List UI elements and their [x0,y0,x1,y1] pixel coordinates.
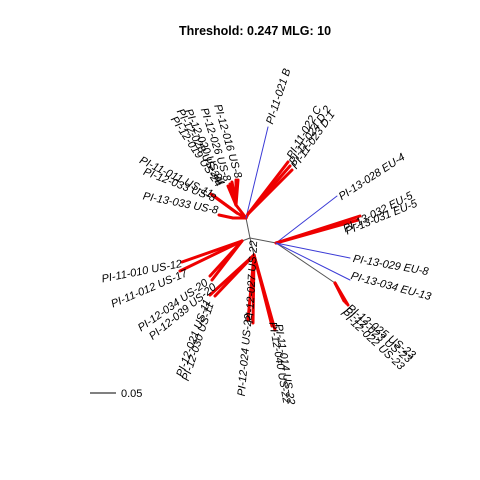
tip-branch [275,242,351,281]
tip-branch [217,213,235,220]
tip-branch [210,239,244,282]
tip-branch [333,281,346,303]
tip-branch [213,253,256,298]
tip-branch [275,242,351,259]
tip-label: PI-11-021 B [264,67,293,126]
tip-branch [213,195,239,215]
tip-branch [252,253,277,332]
internal-branch [275,242,336,284]
scale-bar-label: 0.05 [121,388,142,400]
tip-label: PI-12-024 US-22 [236,313,255,396]
tip-branch [275,195,338,244]
internal-branch [249,237,255,256]
internal-branch [245,217,251,239]
tip-labels: PI-11-021 BPI-11-022 CPI-11-024 D.2PI-11… [101,67,434,406]
tip-branch [226,184,238,207]
tree-branches [178,126,362,332]
tip-branch [178,239,244,273]
tip-label: PI-12-027 US-22 [244,240,260,323]
tip-branch [274,218,360,245]
tip-branch [251,253,256,325]
tip-branch [245,126,269,219]
internal-branch [249,237,277,244]
scale-bar: 0.05 [90,388,142,400]
plot-title: Threshold: 0.247 MLG: 10 [179,24,331,38]
tip-branch [246,168,294,216]
